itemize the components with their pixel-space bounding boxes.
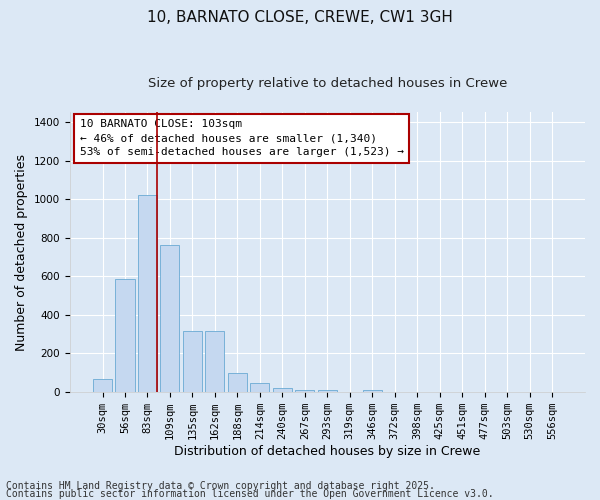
Text: Contains public sector information licensed under the Open Government Licence v3: Contains public sector information licen… — [6, 489, 494, 499]
Text: Contains HM Land Registry data © Crown copyright and database right 2025.: Contains HM Land Registry data © Crown c… — [6, 481, 435, 491]
Bar — [115, 279, 134, 392]
Bar — [273, 388, 292, 392]
Bar — [93, 379, 112, 392]
Bar — [183, 331, 202, 392]
Bar — [138, 196, 157, 392]
X-axis label: Distribution of detached houses by size in Crewe: Distribution of detached houses by size … — [174, 444, 481, 458]
Bar — [295, 390, 314, 392]
Bar — [362, 390, 382, 392]
Bar — [318, 390, 337, 392]
Y-axis label: Number of detached properties: Number of detached properties — [15, 154, 28, 350]
Text: 10 BARNATO CLOSE: 103sqm
← 46% of detached houses are smaller (1,340)
53% of sem: 10 BARNATO CLOSE: 103sqm ← 46% of detach… — [80, 120, 404, 158]
Title: Size of property relative to detached houses in Crewe: Size of property relative to detached ho… — [148, 78, 507, 90]
Bar — [205, 331, 224, 392]
Text: 10, BARNATO CLOSE, CREWE, CW1 3GH: 10, BARNATO CLOSE, CREWE, CW1 3GH — [147, 10, 453, 25]
Bar — [250, 383, 269, 392]
Bar — [160, 246, 179, 392]
Bar — [228, 374, 247, 392]
